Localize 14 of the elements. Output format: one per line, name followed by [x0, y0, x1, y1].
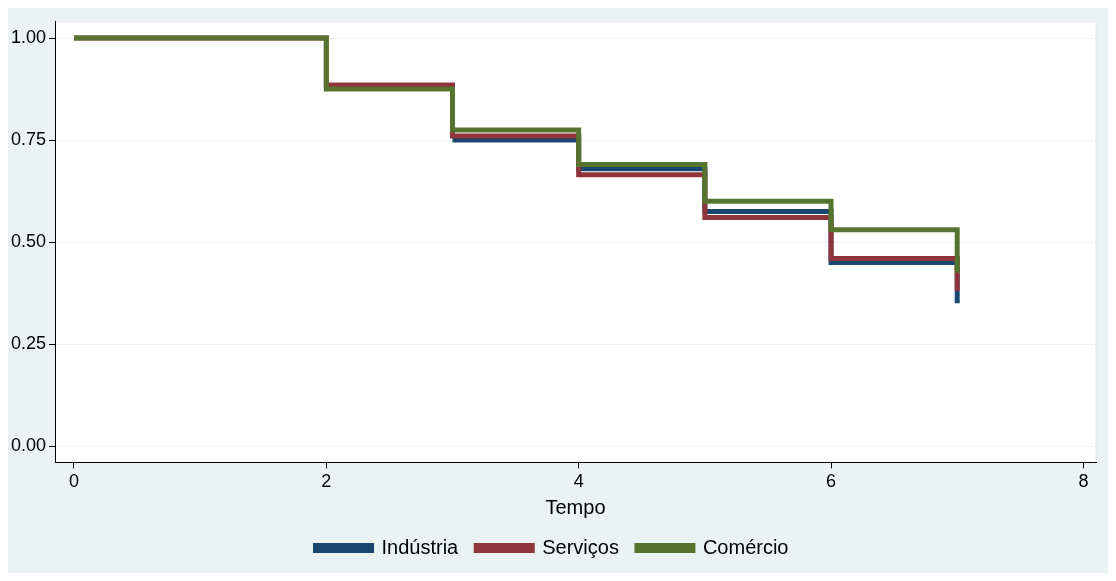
x-axis-title: Tempo	[545, 495, 606, 518]
x-tick-label: 6	[826, 471, 837, 492]
y-tick-label: 0.75	[10, 129, 47, 150]
legend-label: Comércio	[702, 535, 789, 558]
x-tick-label: 0	[68, 471, 79, 492]
legend-label: Indústria	[381, 535, 460, 558]
x-tick-label: 8	[1078, 471, 1089, 492]
y-tick-label: 0.50	[10, 231, 47, 252]
legend-label: Serviços	[542, 535, 619, 558]
x-tick-label: 4	[573, 471, 584, 492]
x-tick-label: 2	[321, 471, 332, 492]
y-tick-label: 0.25	[10, 333, 47, 354]
y-tick-label: 1.00	[10, 27, 47, 48]
y-tick-label: 0.00	[10, 435, 47, 456]
